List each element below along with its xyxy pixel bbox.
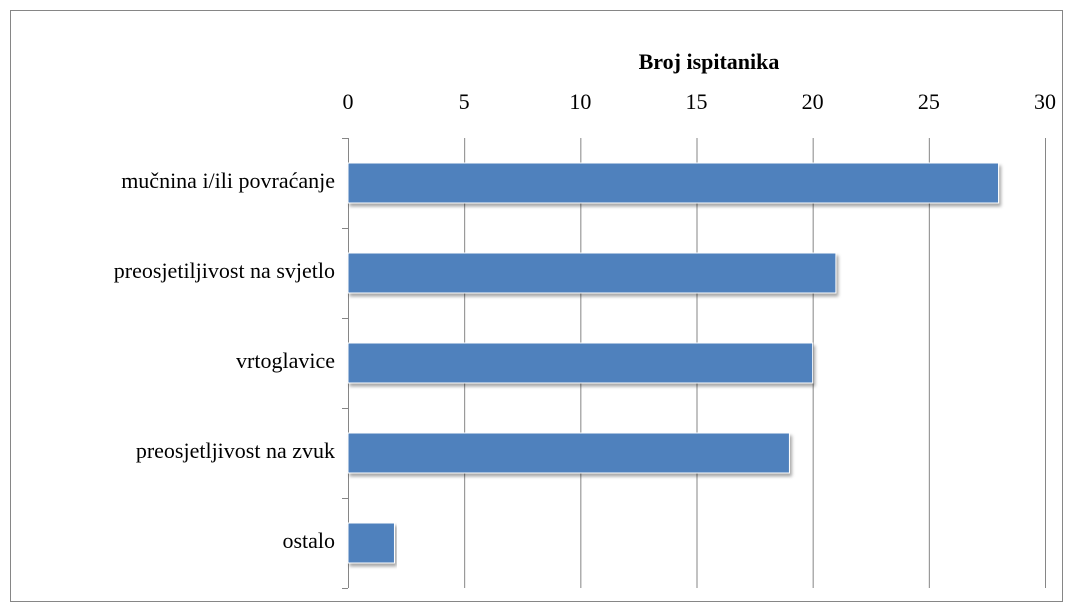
x-tick-label: 10 xyxy=(569,89,591,114)
chart-border xyxy=(10,10,1063,602)
axis-title: Broj ispitanika xyxy=(639,49,780,74)
bar xyxy=(347,252,837,294)
y-tick-label: ostalo xyxy=(282,528,335,553)
x-tick-label: 20 xyxy=(802,89,824,114)
y-tick-label: mučnina i/ili povraćanje xyxy=(121,168,335,193)
x-tick-label: 0 xyxy=(343,89,354,114)
bar xyxy=(347,162,1000,204)
x-tick-label: 30 xyxy=(1034,89,1056,114)
x-tick-label: 5 xyxy=(459,89,470,114)
y-tick-label: preosjetiljivost na svjetlo xyxy=(114,258,335,283)
x-tick-label: 25 xyxy=(918,89,940,114)
y-tick-label: preosjetljivost na zvuk xyxy=(136,438,335,463)
y-tick-label: vrtoglavice xyxy=(236,348,335,373)
bar xyxy=(347,342,814,384)
bar xyxy=(347,432,790,474)
bar xyxy=(347,522,395,564)
x-tick-label: 15 xyxy=(686,89,708,114)
